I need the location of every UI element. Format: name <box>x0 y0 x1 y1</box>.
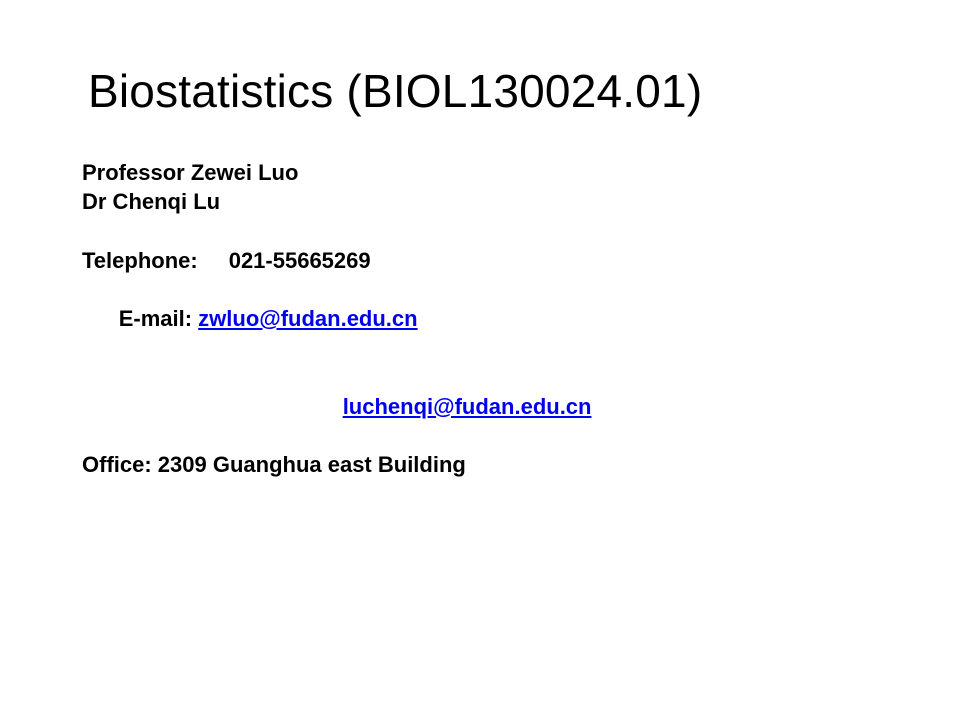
office-line: Office: 2309 Guanghua east Building <box>82 450 591 479</box>
email-prefix: E-mail: <box>119 306 198 331</box>
email-link-1[interactable]: zwluo@fudan.edu.cn <box>198 306 417 331</box>
body-block: Professor Zewei Luo Dr Chenqi Lu Telepho… <box>82 158 591 480</box>
email-line-2: luchenqi@fudan.edu.cn <box>82 363 591 451</box>
email-link-2[interactable]: luchenqi@fudan.edu.cn <box>343 394 592 419</box>
professor-line: Professor Zewei Luo <box>82 158 591 187</box>
telephone-line: Telephone: 021-55665269 <box>82 246 591 275</box>
lecturer-line: Dr Chenqi Lu <box>82 187 591 216</box>
blank-line <box>82 217 591 246</box>
page-title: Biostatistics (BIOL130024.01) <box>88 64 702 118</box>
slide: Biostatistics (BIOL130024.01) Professor … <box>0 0 960 720</box>
email-line-1: E-mail: zwluo@fudan.edu.cn <box>82 275 591 363</box>
